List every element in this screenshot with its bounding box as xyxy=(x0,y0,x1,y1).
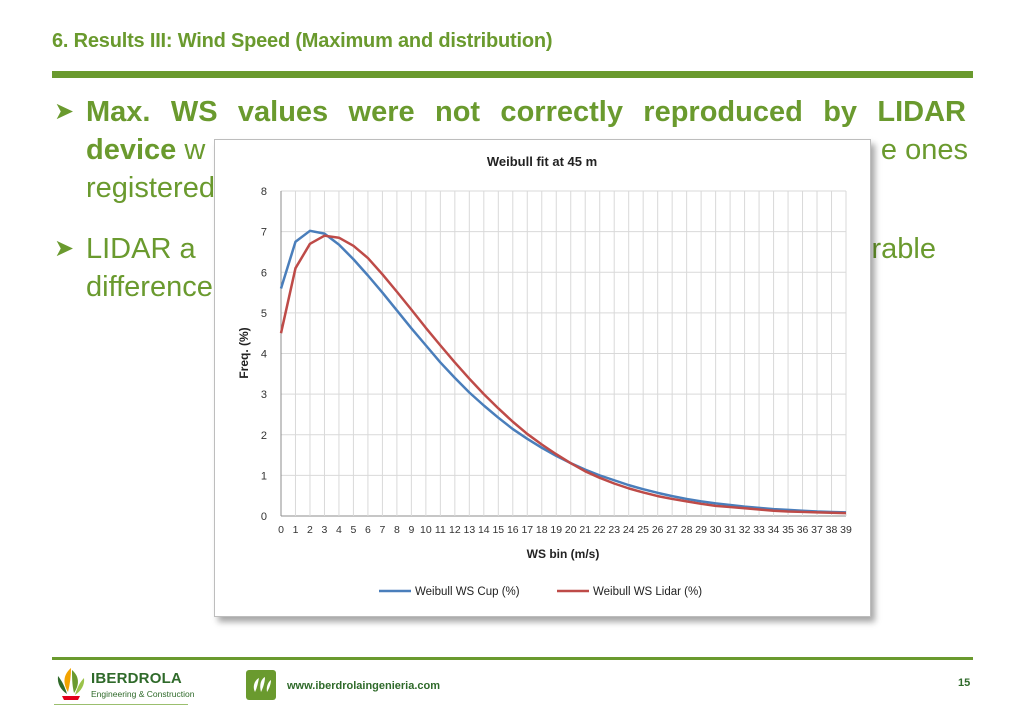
logo-subtitle: Engineering & Construction xyxy=(91,689,195,699)
bullet-2: ➤ LIDAR a rable difference xyxy=(54,230,966,306)
bullet-2-line-1: LIDAR a rable xyxy=(86,230,966,268)
x-tick-label: 23 xyxy=(608,524,620,536)
x-tick-label: 30 xyxy=(710,524,722,536)
x-tick-label: 20 xyxy=(565,524,577,536)
x-tick-label: 28 xyxy=(681,524,693,536)
y-tick-label: 6 xyxy=(261,267,267,279)
x-tick-label: 24 xyxy=(623,524,635,536)
bullet-1-fragment: w xyxy=(176,134,206,166)
series-line-1 xyxy=(279,234,847,515)
x-tick-label: 3 xyxy=(322,524,328,536)
y-tick-label: 2 xyxy=(261,430,267,442)
logo-underline xyxy=(54,704,188,705)
website-link[interactable]: www.iberdrolaingenieria.com xyxy=(287,680,441,692)
y-axis-label: Freq. (%) xyxy=(237,327,251,378)
x-tick-label: 6 xyxy=(365,524,371,536)
iberdrola-leaf-icon xyxy=(57,668,85,700)
bullet-2-line-2: difference xyxy=(86,271,213,303)
y-tick-label: 4 xyxy=(261,349,267,361)
x-tick-label: 25 xyxy=(637,524,649,536)
x-tick-label: 14 xyxy=(478,524,490,536)
x-tick-label: 2 xyxy=(307,524,313,536)
x-tick-label: 38 xyxy=(826,524,838,536)
x-tick-label: 16 xyxy=(507,524,519,536)
slide-title: 6. Results III: Wind Speed (Maximum and … xyxy=(52,30,553,52)
y-tick-label: 7 xyxy=(261,227,267,239)
bullet-2-right-fragment: rable xyxy=(871,233,937,265)
page-number: 15 xyxy=(958,677,971,689)
x-tick-label: 0 xyxy=(278,524,284,536)
legend-entry-1: Weibull WS Lidar (%) xyxy=(593,586,702,598)
legend-entry-0: Weibull WS Cup (%) xyxy=(415,586,520,598)
arrow-bullet-icon: ➤ xyxy=(54,235,75,262)
x-tick-label: 11 xyxy=(435,524,446,536)
title-rule xyxy=(52,71,973,78)
chart-title: Weibull fit at 45 m xyxy=(487,154,597,169)
y-tick-label: 3 xyxy=(261,389,267,401)
y-tick-label: 1 xyxy=(261,470,267,482)
y-tick-label: 0 xyxy=(261,511,267,523)
series-line-0 xyxy=(279,229,847,514)
logo-name: IBERDROLA xyxy=(91,670,182,687)
x-tick-label: 7 xyxy=(379,524,385,536)
x-tick-label: 26 xyxy=(652,524,664,536)
bullet-1-line-1: Max. WS values were not correctly reprod… xyxy=(86,96,966,128)
x-tick-label: 4 xyxy=(336,524,342,536)
x-tick-label: 39 xyxy=(840,524,852,536)
x-tick-label: 33 xyxy=(753,524,765,536)
x-tick-label: 34 xyxy=(768,524,780,536)
x-tick-label: 19 xyxy=(550,524,562,536)
bullet-1-bold-word: device xyxy=(86,134,177,166)
x-axis-label: WS bin (m/s) xyxy=(527,547,600,561)
iberdrola-logo: IBERDROLA Engineering & Construction xyxy=(54,666,194,702)
x-tick-label: 13 xyxy=(463,524,475,536)
x-tick-label: 22 xyxy=(594,524,606,536)
x-tick-label: 5 xyxy=(351,524,357,536)
bullet-1-line-3: registered xyxy=(86,172,215,204)
x-tick-label: 8 xyxy=(394,524,400,536)
x-tick-label: 10 xyxy=(420,524,432,536)
x-tick-label: 18 xyxy=(536,524,548,536)
y-tick-label: 8 xyxy=(261,186,267,198)
weibull-chart: 0 1 2 3 4 5 6 7 8 0 1 2 3 4 5 6 7 8 9 10 11 12 13 14 15 16 17 18 19 2… xyxy=(214,139,871,617)
bullet-1: ➤ Max. WS values were not correctly repr… xyxy=(54,93,968,207)
y-tick-label: 5 xyxy=(261,308,267,320)
x-tick-label: 21 xyxy=(579,524,591,536)
x-tick-label: 1 xyxy=(293,524,299,536)
x-tick-label: 35 xyxy=(782,524,794,536)
footer-rule xyxy=(52,657,973,660)
x-tick-label: 12 xyxy=(449,524,461,536)
x-tick-label: 31 xyxy=(724,524,736,536)
x-tick-label: 37 xyxy=(811,524,823,536)
bullet-1-line-2: device w e ones xyxy=(86,131,968,169)
x-tick-label: 27 xyxy=(666,524,678,536)
x-tick-label: 9 xyxy=(408,524,414,536)
arrow-bullet-icon: ➤ xyxy=(54,98,75,125)
bullet-1-right-fragment: e ones xyxy=(880,134,968,166)
x-tick-label: 32 xyxy=(739,524,751,536)
x-tick-label: 15 xyxy=(492,524,504,536)
x-tick-label: 17 xyxy=(521,524,533,536)
x-tick-label: 36 xyxy=(797,524,809,536)
bullet-2-fragment: LIDAR a xyxy=(86,233,196,265)
website-leaf-icon xyxy=(246,670,276,700)
x-tick-label: 29 xyxy=(695,524,707,536)
